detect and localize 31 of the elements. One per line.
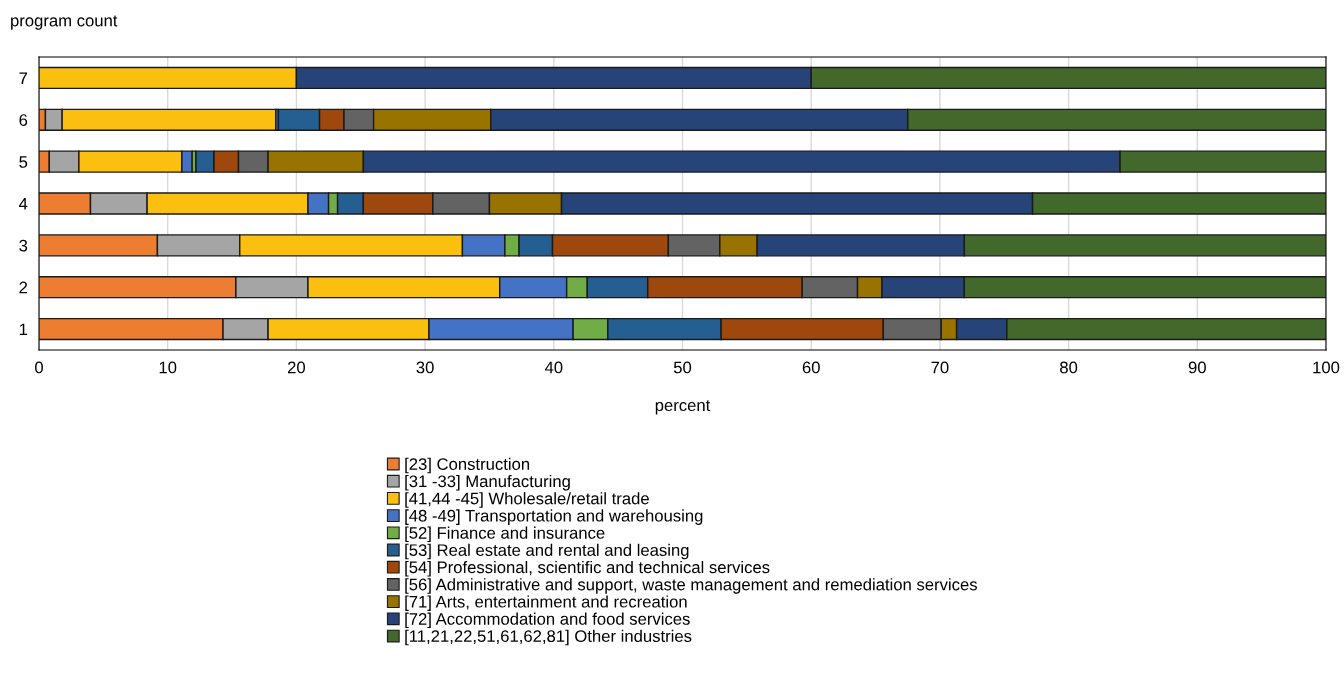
x-tick-label: 20 — [287, 361, 306, 374]
x-tick-label: 80 — [1060, 361, 1078, 374]
legend-label: [31 -33] Manufacturing — [405, 474, 570, 491]
y-tick-label: 2 — [19, 281, 28, 294]
y-tick-label: 7 — [19, 72, 28, 84]
y-tick-label: 1 — [19, 323, 28, 336]
y-tick-label: 4 — [19, 198, 28, 210]
legend-label: [52] Finance and insurance — [405, 526, 605, 543]
legend-label: [23] Construction — [405, 457, 530, 474]
y-tick-label: 3 — [19, 239, 28, 252]
legend-label: [41,44 -45] Wholesale/retail trade — [405, 492, 649, 508]
y-tick-label: 5 — [19, 156, 28, 168]
legend-label: [72] Accommodation and food services — [405, 612, 690, 629]
x-tick-label: 90 — [1188, 361, 1206, 374]
legend-label: [56] Administrative and support, waste management and remediation services — [405, 578, 977, 594]
x-tick-label: 40 — [544, 361, 563, 374]
x-axis-title: percent — [655, 400, 711, 415]
x-tick-label: 100 — [1313, 361, 1340, 374]
x-tick-label: 50 — [673, 361, 692, 374]
x-tick-label: 0 — [35, 361, 43, 374]
legend-label: [11,21,22,51,61,62,81] Other industries — [405, 629, 692, 646]
y-axis-title: program count — [11, 15, 118, 30]
legend-label: [53] Real estate and rental and leasing — [405, 543, 689, 560]
x-tick-label: 70 — [931, 361, 949, 374]
y-tick-label: 6 — [19, 114, 28, 126]
x-tick-label: 10 — [159, 361, 177, 374]
x-tick-label: 60 — [802, 361, 820, 374]
legend-label: [48 -49] Transportation and warehousing — [405, 509, 703, 525]
x-tick-label: 30 — [416, 361, 434, 374]
legend-label: [71] Arts, entertainment and recreation — [405, 595, 687, 611]
legend-label: [54] Professional, scientific and technical services — [405, 560, 770, 577]
